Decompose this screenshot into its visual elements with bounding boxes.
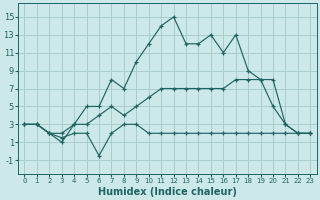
X-axis label: Humidex (Indice chaleur): Humidex (Indice chaleur) — [98, 187, 237, 197]
